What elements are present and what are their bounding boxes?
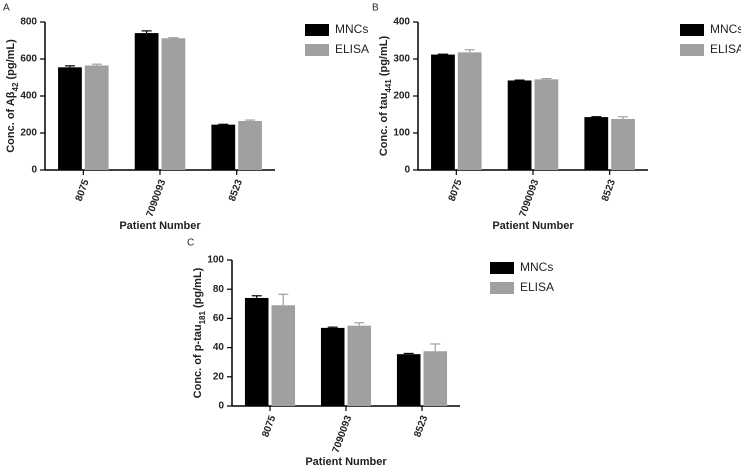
error-bar	[541, 78, 552, 80]
legend-swatch	[680, 44, 704, 56]
legend-swatch	[490, 262, 514, 274]
error-bar	[327, 326, 338, 328]
bar	[611, 118, 635, 170]
bar	[347, 325, 372, 406]
bar	[161, 38, 186, 170]
legend-swatch	[490, 282, 514, 294]
bar	[134, 33, 159, 170]
y-axis-label-part: 441	[384, 79, 393, 93]
y-tick-label: 0	[404, 165, 410, 176]
y-tick-label: 400	[20, 91, 37, 102]
legend-swatch	[680, 24, 704, 36]
y-tick-label: 0	[31, 165, 37, 176]
y-tick-label: 40	[213, 342, 225, 353]
bar	[84, 65, 109, 170]
y-tick-label: 400	[393, 17, 410, 28]
y-axis-label-part: Conc. of tau	[378, 93, 390, 157]
y-tick-label: 20	[213, 371, 225, 382]
y-tick-label: 100	[393, 128, 410, 139]
legend-swatch	[305, 44, 329, 56]
error-bar	[251, 295, 262, 298]
bar	[271, 305, 296, 406]
y-axis-label-part: Conc. of Aβ	[5, 91, 17, 153]
error-bar	[64, 65, 75, 68]
x-tick-label: 7090093	[331, 414, 355, 455]
error-bar	[141, 30, 152, 34]
y-tick-label: 200	[20, 128, 37, 139]
x-tick-label: 8523	[227, 178, 245, 203]
x-tick-label: 8523	[412, 414, 430, 439]
y-axis-label-part: (pg/mL)	[5, 39, 17, 83]
y-axis-label-part: 181	[198, 311, 207, 325]
y-tick-label: 60	[213, 313, 225, 324]
y-tick-label: 80	[213, 284, 225, 295]
y-tick-label: 200	[393, 91, 410, 102]
error-bar	[245, 119, 256, 121]
y-axis-label-part: (pg/mL)	[378, 36, 390, 80]
y-tick-label: 100	[207, 255, 224, 266]
bar	[507, 80, 532, 170]
y-tick-label: 0	[218, 401, 224, 412]
x-axis-label: Patient Number	[119, 220, 201, 232]
bar	[423, 351, 448, 406]
y-axis-label: Conc. of p-tau181 (pg/mL)	[192, 267, 207, 398]
error-bar	[354, 322, 365, 326]
error-bar	[618, 116, 629, 119]
bar	[244, 297, 269, 406]
legend-label: MNCs	[710, 22, 741, 36]
panel-label: C	[187, 238, 194, 249]
y-tick-label: 300	[393, 54, 410, 65]
bar	[457, 52, 482, 171]
x-tick-label: 8523	[600, 178, 618, 203]
x-tick-label: 7090093	[145, 178, 169, 219]
y-axis-label-part: 42	[11, 82, 20, 91]
legend-label: MNCs	[335, 22, 368, 36]
legend-label: ELISA	[520, 280, 554, 294]
y-tick-label: 800	[20, 17, 37, 28]
x-axis-label: Patient Number	[492, 220, 574, 232]
legend-label: MNCs	[520, 260, 553, 274]
error-bar	[403, 352, 414, 355]
legend-label: ELISA	[335, 42, 369, 56]
y-axis-label: Conc. of Aβ42 (pg/mL)	[5, 39, 20, 153]
bar	[211, 124, 236, 170]
y-axis-label: Conc. of tau441 (pg/mL)	[378, 36, 393, 157]
bar	[320, 327, 345, 406]
bar	[584, 117, 609, 170]
error-bar	[464, 49, 475, 53]
error-bar	[91, 63, 102, 66]
error-bar	[430, 343, 441, 352]
legend-label: ELISA	[710, 42, 741, 56]
x-tick-label: 7090093	[518, 178, 542, 219]
y-axis-label-part: Conc. of p-tau	[192, 324, 204, 398]
error-bar	[168, 37, 179, 39]
x-tick-label: 8075	[260, 414, 278, 439]
error-bar	[278, 293, 289, 306]
panel-label: B	[372, 3, 379, 14]
panel-label: A	[3, 3, 10, 14]
y-axis-label-part: (pg/mL)	[192, 267, 204, 311]
x-tick-label: 8075	[74, 178, 92, 203]
bar	[58, 67, 82, 170]
bar	[396, 354, 421, 406]
y-tick-label: 600	[20, 54, 37, 65]
bar	[431, 54, 455, 171]
legend-swatch	[305, 24, 329, 36]
x-tick-label: 8075	[447, 178, 465, 203]
x-axis-label: Patient Number	[305, 456, 387, 468]
bar	[534, 79, 559, 170]
bar	[238, 120, 262, 170]
